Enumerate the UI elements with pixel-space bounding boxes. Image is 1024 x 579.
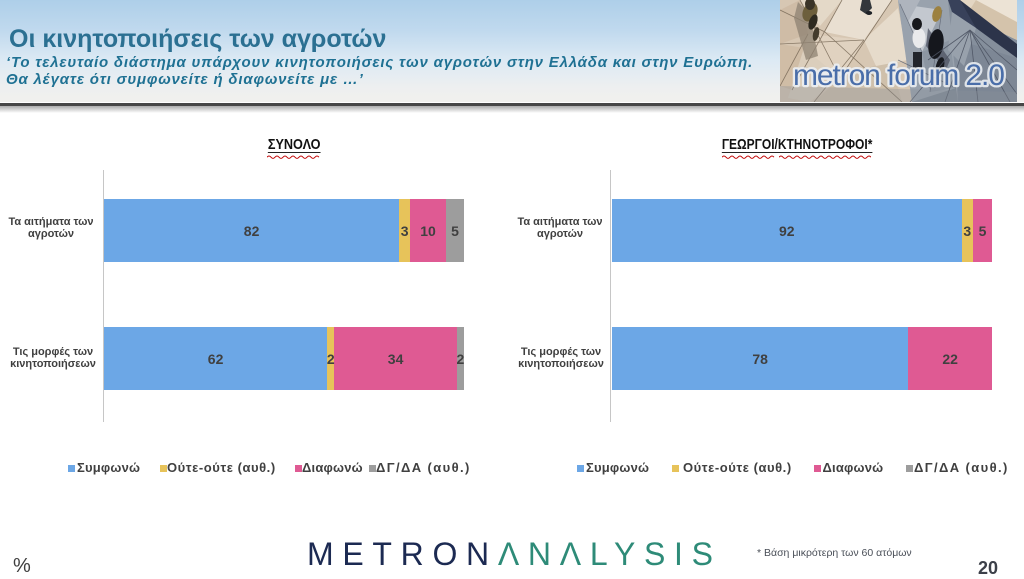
- svg-text:metron forum 2.0: metron forum 2.0: [793, 59, 1004, 92]
- svg-text:metron forum 2.0: metron forum 2.0: [793, 59, 1004, 92]
